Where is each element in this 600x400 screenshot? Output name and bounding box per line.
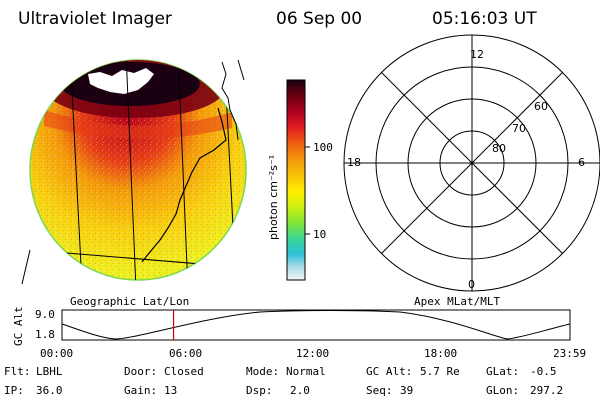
status-dsp-label: Dsp: — [246, 384, 273, 397]
status-glat-value: -0.5 — [530, 365, 557, 378]
timeline-ytick-bottom: 1.8 — [35, 328, 55, 341]
auroral-image — [21, 59, 247, 285]
timeline-xtick-1800: 18:00 — [424, 347, 457, 360]
mlt-label-0: 0 — [468, 278, 475, 291]
colorbar-scale — [286, 79, 306, 281]
timeline-xtick-0600: 06:00 — [169, 347, 202, 360]
status-seq-value: 39 — [400, 384, 413, 397]
altitude-timeline: GC Alt 9.0 1.8 00:00 06:00 12:00 18:00 2… — [12, 306, 586, 360]
mlat-label-70: 70 — [512, 122, 526, 135]
saturated-region — [88, 68, 154, 94]
status-mode-label: Mode: — [246, 365, 279, 378]
status-flt-value: LBHL — [36, 365, 63, 378]
polar-grid — [343, 34, 600, 292]
mlat-label-60: 60 — [534, 100, 548, 113]
timeline-xtick-1200: 12:00 — [296, 347, 329, 360]
timeline-xtick-2359: 23:59 — [553, 347, 586, 360]
status-ip-label: IP: — [4, 384, 24, 397]
colorbar-tick-10: 10 — [313, 228, 326, 241]
geographic-coords-label: Geographic Lat/Lon — [70, 295, 189, 308]
mlt-label-18: 18 — [347, 156, 361, 169]
status-dsp-value: 2.0 — [290, 384, 310, 397]
mlat-label-80: 80 — [492, 142, 506, 155]
coastline-outside — [221, 61, 239, 141]
status-mode-value: Normal — [286, 365, 326, 378]
mlt-label-12: 12 — [470, 48, 484, 61]
colorbar-tick-100: 100 — [313, 141, 333, 154]
status-panel: Flt: LBHL Door: Closed Mode: Normal GC A… — [4, 365, 563, 397]
coastline — [141, 107, 227, 263]
colorbar: 100 10 photon cm⁻²s⁻¹ — [267, 79, 333, 281]
status-glon-label: GLon: — [486, 384, 519, 397]
status-glat-label: GLat: — [486, 365, 519, 378]
status-door-value: Closed — [164, 365, 204, 378]
image-time: 05:16:03 UT — [432, 9, 537, 29]
status-door-label: Door: — [124, 365, 157, 378]
timeline-ylabel: GC Alt — [12, 306, 25, 346]
status-seq-label: Seq: — [366, 384, 393, 397]
status-glon-value: 297.2 — [530, 384, 563, 397]
image-date: 06 Sep 00 — [276, 9, 362, 29]
status-flt-label: Flt: — [4, 365, 31, 378]
timeline-xtick-0000: 00:00 — [40, 347, 73, 360]
timeline-ytick-top: 9.0 — [35, 308, 55, 321]
status-gcalt-value: 5.7 Re — [420, 365, 460, 378]
altitude-curve — [61, 310, 571, 340]
status-gain-label: Gain: — [124, 384, 157, 397]
status-ip-value: 36.0 — [36, 384, 63, 397]
instrument-title: Ultraviolet Imager — [18, 9, 172, 29]
colorbar-unit-label: photon cm⁻²s⁻¹ — [267, 155, 280, 240]
mlt-label-6: 6 — [578, 156, 585, 169]
status-gain-value: 13 — [164, 384, 177, 397]
apex-coords-label: Apex MLat/MLT — [414, 295, 500, 308]
status-gcalt-label: GC Alt: — [366, 365, 412, 378]
